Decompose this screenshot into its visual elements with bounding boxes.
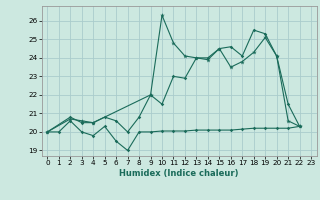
X-axis label: Humidex (Indice chaleur): Humidex (Indice chaleur) [119,169,239,178]
